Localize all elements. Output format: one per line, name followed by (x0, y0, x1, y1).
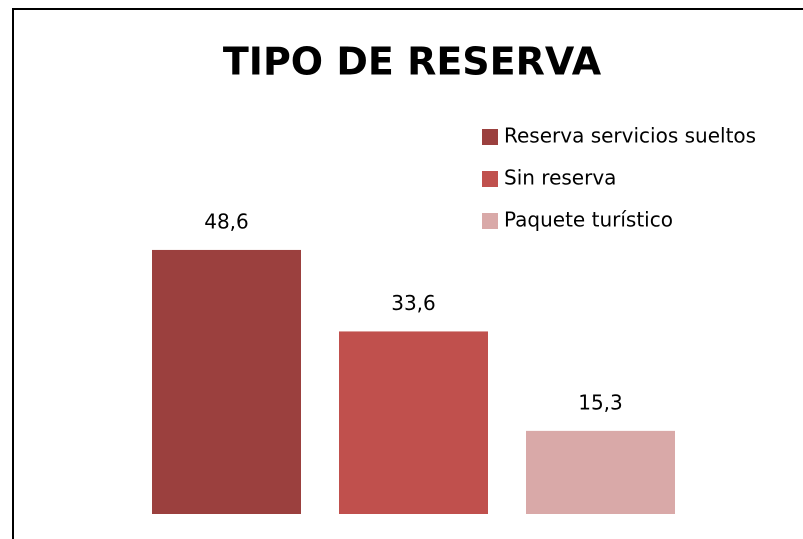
bar (526, 430, 675, 514)
legend-swatch (482, 213, 498, 229)
data-label: 33,6 (391, 291, 436, 315)
legend-swatch (482, 129, 498, 145)
bar (152, 249, 301, 514)
legend-label: Sin reserva (504, 166, 616, 190)
legend-swatch (482, 171, 498, 187)
data-label: 48,6 (204, 209, 249, 233)
chart-title: TIPO DE RESERVA (223, 40, 602, 84)
legend-label: Reserva servicios sueltos (504, 124, 756, 148)
bar (339, 331, 488, 514)
frame (12, 8, 803, 539)
legend-label: Paquete turístico (504, 208, 673, 232)
data-label: 15,3 (578, 390, 623, 414)
